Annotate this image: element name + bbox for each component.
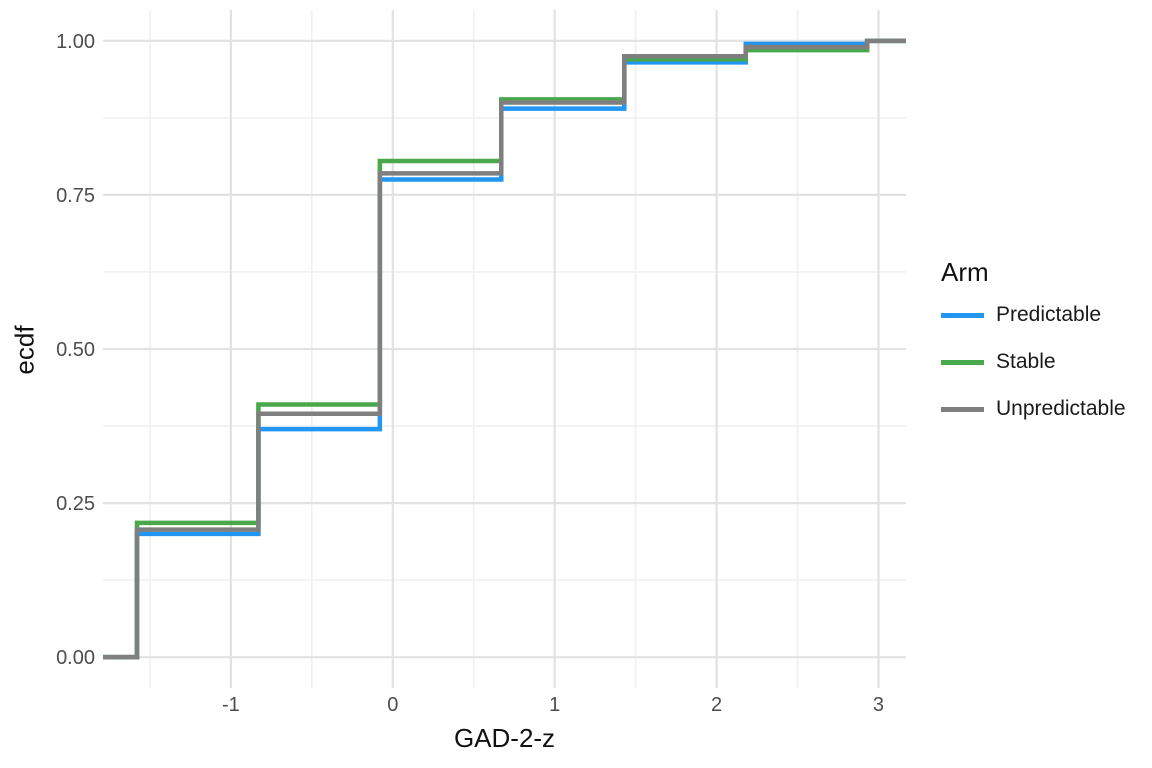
legend-entry-unpredictable: Unpredictable bbox=[941, 392, 1126, 426]
legend: Arm Predictable Stable Unpredictable bbox=[941, 256, 1126, 439]
x-tick-label: 1 bbox=[549, 694, 560, 716]
x-tick-label: 2 bbox=[711, 694, 722, 716]
legend-title: Arm bbox=[941, 257, 989, 287]
y-axis-title: ecdf bbox=[9, 325, 40, 375]
x-tick-labels: -1 0 1 2 3 bbox=[222, 694, 884, 716]
legend-line-swatch bbox=[941, 312, 984, 318]
legend-entries: Predictable Stable Unpredictable bbox=[941, 298, 1126, 426]
ecdf-line-unpredictable bbox=[103, 38, 906, 660]
ecdf-curves bbox=[103, 38, 906, 660]
legend-entry-label: Predictable bbox=[996, 303, 1102, 326]
major-gridlines bbox=[103, 10, 906, 688]
legend-entry-predictable: Predictable bbox=[941, 298, 1126, 332]
y-tick-label: 0.75 bbox=[56, 185, 95, 207]
y-tick-label: 0.00 bbox=[56, 647, 95, 669]
legend-line-swatch bbox=[941, 406, 984, 412]
x-axis-title: GAD-2-z bbox=[453, 723, 556, 753]
y-tick-label: 1.00 bbox=[56, 31, 95, 53]
y-tick-labels: 0.00 0.25 0.50 0.75 1.00 bbox=[56, 31, 95, 669]
y-tick-label: 0.25 bbox=[56, 493, 95, 515]
x-tick-label: 3 bbox=[873, 694, 884, 716]
legend-entry-label: Stable bbox=[996, 350, 1056, 373]
x-tick-label: 0 bbox=[387, 694, 398, 716]
legend-line-swatch bbox=[941, 359, 984, 365]
y-tick-label: 0.50 bbox=[56, 339, 95, 361]
x-tick-label: -1 bbox=[222, 694, 240, 716]
legend-entry-stable: Stable bbox=[941, 345, 1126, 379]
legend-entry-label: Unpredictable bbox=[996, 397, 1126, 420]
